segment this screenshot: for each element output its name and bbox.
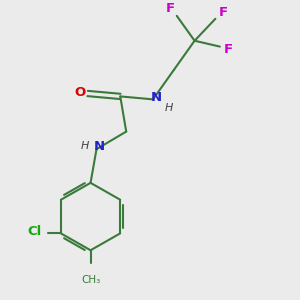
Text: F: F — [224, 43, 233, 56]
Text: O: O — [74, 85, 86, 98]
Text: H: H — [165, 103, 173, 113]
Text: Cl: Cl — [27, 225, 41, 239]
Text: N: N — [150, 92, 161, 104]
Text: F: F — [218, 6, 227, 20]
Text: CH₃: CH₃ — [81, 275, 100, 285]
Text: H: H — [80, 141, 89, 151]
Text: F: F — [166, 2, 176, 15]
Text: N: N — [94, 140, 105, 153]
